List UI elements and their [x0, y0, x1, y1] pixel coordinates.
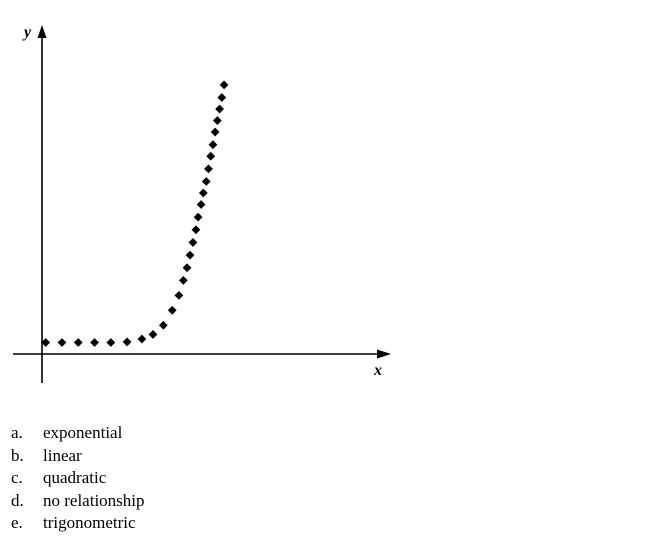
y-axis-arrow-icon — [37, 25, 47, 38]
data-points — [41, 80, 229, 347]
axes: y x — [13, 24, 391, 383]
data-point — [198, 188, 208, 198]
data-point — [174, 290, 184, 300]
choice-letter: b. — [11, 445, 24, 465]
data-point — [41, 338, 51, 347]
data-point — [90, 338, 99, 347]
choice-letter: a. — [11, 423, 23, 442]
x-axis-label: x — [373, 362, 382, 379]
choice-letter: e. — [11, 513, 23, 532]
x-axis-arrow-icon — [377, 349, 391, 359]
data-point — [73, 338, 83, 347]
data-point — [215, 104, 224, 114]
data-point — [185, 250, 195, 260]
data-point — [106, 338, 116, 347]
data-point — [158, 320, 168, 330]
data-point — [206, 151, 216, 161]
choice-text: linear — [43, 445, 82, 465]
data-point — [208, 140, 218, 150]
data-point — [148, 330, 158, 339]
data-point — [204, 164, 213, 174]
data-point — [219, 80, 229, 90]
data-point — [188, 238, 198, 247]
choice-text: no relationship — [43, 490, 145, 510]
data-point — [57, 338, 67, 347]
answer-choices: a. exponential b. linear c. quadratic d. no … — [11, 422, 145, 535]
data-point — [167, 305, 177, 315]
choice-c[interactable]: c. quadratic — [11, 467, 145, 490]
data-point — [137, 334, 147, 344]
choice-a[interactable]: a. exponential — [11, 422, 145, 445]
y-axis-label: y — [22, 24, 32, 41]
choice-b[interactable]: b. linear — [11, 445, 145, 468]
data-point — [201, 177, 211, 186]
choice-letter: c. — [11, 468, 23, 487]
choice-text: trigonometric — [43, 513, 136, 532]
choice-e[interactable]: e. trigonometric — [11, 512, 145, 535]
data-point — [178, 276, 188, 285]
scatter-chart: y x — [13, 24, 391, 383]
data-point — [210, 127, 220, 137]
data-point — [217, 93, 227, 102]
data-point — [122, 337, 132, 347]
choice-letter: d. — [11, 490, 24, 510]
choice-text: exponential — [43, 423, 123, 442]
data-point — [193, 212, 203, 222]
data-point — [212, 116, 222, 125]
choice-d[interactable]: d. no relationship — [11, 490, 145, 513]
choice-text: quadratic — [43, 468, 107, 487]
data-point — [196, 200, 206, 209]
data-point — [191, 225, 201, 235]
data-point — [182, 263, 192, 273]
